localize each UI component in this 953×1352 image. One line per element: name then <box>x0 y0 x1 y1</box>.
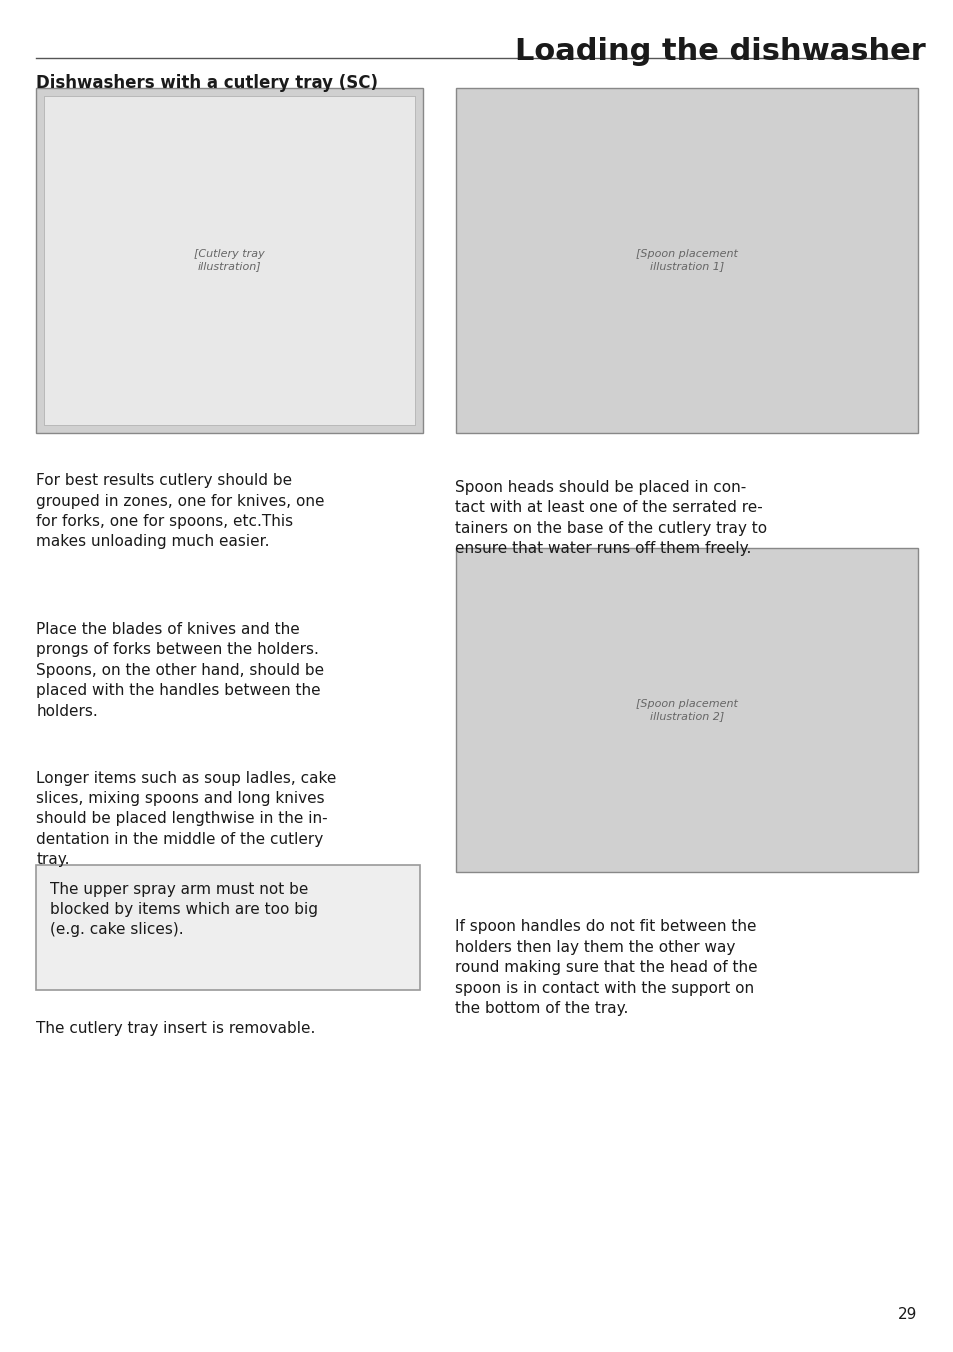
Text: Place the blades of knives and the
prongs of forks between the holders.
Spoons, : Place the blades of knives and the prong… <box>36 622 324 718</box>
Bar <box>456 548 917 872</box>
Text: Longer items such as soup ladles, cake
slices, mixing spoons and long knives
sho: Longer items such as soup ladles, cake s… <box>36 771 336 867</box>
Text: The cutlery tray insert is removable.: The cutlery tray insert is removable. <box>36 1021 315 1036</box>
Text: If spoon handles do not fit between the
holders then lay them the other way
roun: If spoon handles do not fit between the … <box>455 919 757 1015</box>
Text: For best results cutlery should be
grouped in zones, one for knives, one
for for: For best results cutlery should be group… <box>36 473 324 549</box>
Text: Loading the dishwasher: Loading the dishwasher <box>514 37 924 65</box>
Bar <box>456 88 917 433</box>
Bar <box>36 865 419 990</box>
Text: [Cutlery tray
illustration]: [Cutlery tray illustration] <box>193 250 265 270</box>
Text: [Spoon placement
illustration 2]: [Spoon placement illustration 2] <box>636 699 737 721</box>
Text: Dishwashers with a cutlery tray (SC): Dishwashers with a cutlery tray (SC) <box>36 74 377 92</box>
Text: 29: 29 <box>898 1307 917 1322</box>
Text: The upper spray arm must not be
blocked by items which are too big
(e.g. cake sl: The upper spray arm must not be blocked … <box>50 882 317 937</box>
Bar <box>36 88 422 433</box>
Bar <box>44 96 415 425</box>
Text: Spoon heads should be placed in con-
tact with at least one of the serrated re-
: Spoon heads should be placed in con- tac… <box>455 480 766 556</box>
Text: [Spoon placement
illustration 1]: [Spoon placement illustration 1] <box>636 250 737 270</box>
